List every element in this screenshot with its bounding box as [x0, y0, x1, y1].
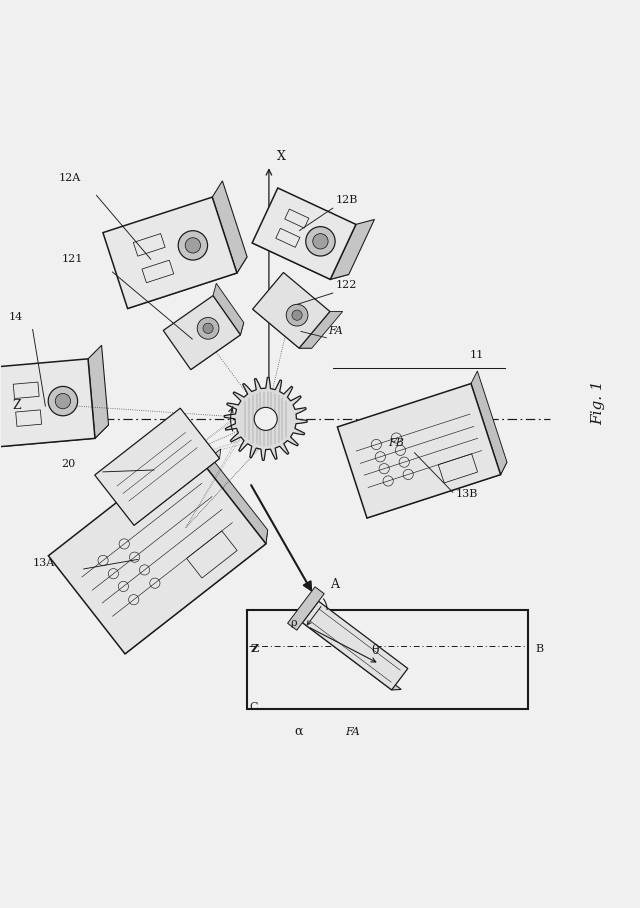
- Text: Z: Z: [250, 643, 259, 655]
- Text: FA: FA: [328, 326, 343, 336]
- Text: 122: 122: [335, 280, 356, 290]
- Polygon shape: [337, 383, 500, 518]
- Polygon shape: [127, 257, 247, 309]
- Polygon shape: [287, 587, 324, 630]
- Text: C: C: [249, 702, 258, 712]
- Text: ρ: ρ: [291, 617, 297, 627]
- Text: Fig. 1: Fig. 1: [591, 380, 605, 425]
- Circle shape: [286, 304, 308, 326]
- Text: Z: Z: [12, 400, 21, 412]
- Polygon shape: [0, 359, 95, 447]
- Circle shape: [178, 231, 207, 260]
- Text: 20: 20: [61, 459, 76, 469]
- Polygon shape: [103, 197, 237, 309]
- Text: X: X: [277, 150, 286, 163]
- Circle shape: [254, 408, 277, 430]
- Circle shape: [203, 323, 213, 333]
- Polygon shape: [95, 409, 220, 526]
- Circle shape: [313, 233, 328, 249]
- Text: FB: FB: [388, 438, 404, 448]
- Polygon shape: [253, 309, 312, 348]
- Polygon shape: [189, 431, 268, 544]
- Text: 12B: 12B: [336, 195, 358, 205]
- Polygon shape: [299, 311, 342, 348]
- Polygon shape: [88, 345, 109, 439]
- Polygon shape: [213, 283, 244, 335]
- Text: FA: FA: [346, 727, 360, 737]
- Polygon shape: [303, 601, 408, 690]
- Polygon shape: [125, 530, 268, 654]
- Polygon shape: [224, 378, 307, 460]
- Circle shape: [185, 238, 200, 253]
- Circle shape: [48, 387, 77, 416]
- Text: α: α: [294, 725, 303, 738]
- Polygon shape: [134, 449, 221, 526]
- Bar: [246, 610, 527, 709]
- Text: θ: θ: [372, 645, 379, 657]
- Polygon shape: [163, 296, 241, 370]
- Polygon shape: [471, 371, 507, 475]
- Polygon shape: [212, 181, 247, 273]
- Polygon shape: [0, 425, 109, 447]
- Text: 13B: 13B: [456, 489, 478, 499]
- Circle shape: [55, 393, 70, 409]
- Text: 13A: 13A: [33, 558, 55, 568]
- Circle shape: [197, 318, 219, 340]
- Text: A: A: [330, 578, 339, 591]
- Text: B: B: [535, 644, 543, 654]
- Circle shape: [292, 310, 302, 321]
- Polygon shape: [49, 446, 266, 654]
- Text: 121: 121: [61, 254, 83, 264]
- Polygon shape: [367, 462, 507, 518]
- Text: 12A: 12A: [58, 173, 81, 183]
- Polygon shape: [252, 238, 349, 280]
- Polygon shape: [330, 220, 374, 280]
- Circle shape: [306, 227, 335, 256]
- Text: 11: 11: [470, 350, 484, 360]
- Polygon shape: [191, 322, 244, 370]
- Text: 14: 14: [8, 311, 22, 322]
- Polygon shape: [253, 272, 330, 348]
- Polygon shape: [303, 622, 401, 690]
- Polygon shape: [252, 188, 356, 280]
